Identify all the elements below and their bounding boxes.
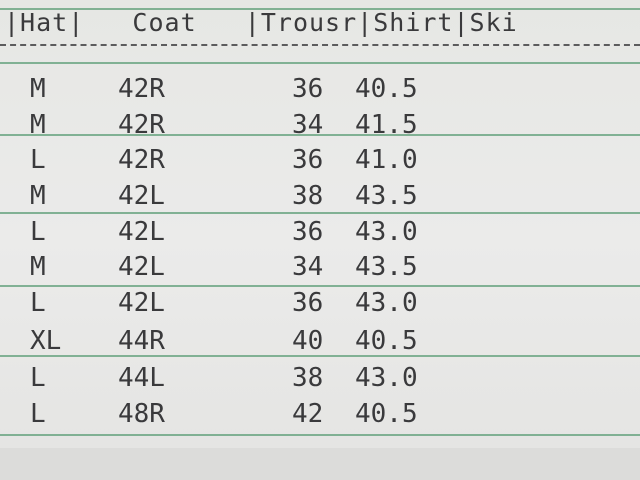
cell-trousers: 36 (292, 74, 324, 104)
cell-trousers: 40 (292, 326, 324, 356)
green-rule (0, 212, 640, 214)
header-hat: |Hat| (4, 8, 85, 37)
header-trousers: |Trousr| (244, 8, 374, 37)
cell-trousers: 34 (292, 110, 324, 140)
cell-shirt: 40.5 (355, 326, 418, 356)
green-rule (0, 134, 640, 136)
table-row: L 48R 42 40.5 (0, 399, 640, 433)
cell-shirt: 41.0 (355, 145, 418, 175)
cell-hat: L (30, 399, 46, 429)
table-row: M 42R 36 40.5 (0, 74, 640, 108)
cell-coat: 42L (118, 288, 165, 318)
table-row: M 42R 34 41.5 (0, 110, 640, 144)
cell-hat: L (30, 363, 46, 393)
cell-trousers: 42 (292, 399, 324, 429)
dashed-separator (0, 44, 640, 46)
table-row: L 42L 36 43.0 (0, 217, 640, 251)
table-row: L 44L 38 43.0 (0, 363, 640, 397)
cell-coat: 42L (118, 217, 165, 247)
cell-hat: L (30, 217, 46, 247)
cell-shirt: 43.5 (355, 252, 418, 282)
cell-shirt: 43.0 (355, 363, 418, 393)
green-rule (0, 62, 640, 64)
cell-trousers: 38 (292, 363, 324, 393)
cell-trousers: 34 (292, 252, 324, 282)
cell-hat: M (30, 181, 46, 211)
cell-trousers: 36 (292, 217, 324, 247)
cell-hat: M (30, 252, 46, 282)
cell-coat: 42R (118, 145, 165, 175)
cell-trousers: 36 (292, 288, 324, 318)
cell-hat: M (30, 110, 46, 140)
cell-coat: 48R (118, 399, 165, 429)
table-header: |Hat| Coat |Trousr|Shirt|Ski (4, 8, 518, 37)
table-row: M 42L 38 43.5 (0, 181, 640, 215)
paper-edge (0, 448, 640, 480)
table-row: L 42L 36 43.0 (0, 288, 640, 322)
header-skirt: Ski (469, 8, 518, 37)
green-rule (0, 8, 640, 10)
green-rule (0, 285, 640, 287)
table-row: M 42L 34 43.5 (0, 252, 640, 286)
cell-shirt: 43.5 (355, 181, 418, 211)
cell-hat: L (30, 145, 46, 175)
cell-trousers: 36 (292, 145, 324, 175)
cell-coat: 42L (118, 181, 165, 211)
cell-hat: L (30, 288, 46, 318)
cell-hat: XL (30, 326, 62, 356)
cell-shirt: 40.5 (355, 399, 418, 429)
green-rule (0, 355, 640, 357)
cell-shirt: 41.5 (355, 110, 418, 140)
cell-shirt: 40.5 (355, 74, 418, 104)
header-shirt: Shirt| (373, 8, 470, 37)
cell-shirt: 43.0 (355, 288, 418, 318)
table-row: L 42R 36 41.0 (0, 145, 640, 179)
cell-coat: 42R (118, 74, 165, 104)
header-coat: Coat (132, 8, 197, 37)
table-row: XL 44R 40 40.5 (0, 326, 640, 360)
cell-trousers: 38 (292, 181, 324, 211)
cell-coat: 42L (118, 252, 165, 282)
cell-coat: 44R (118, 326, 165, 356)
cell-coat: 42R (118, 110, 165, 140)
cell-coat: 44L (118, 363, 165, 393)
green-rule (0, 434, 640, 436)
cell-hat: M (30, 74, 46, 104)
cell-shirt: 43.0 (355, 217, 418, 247)
